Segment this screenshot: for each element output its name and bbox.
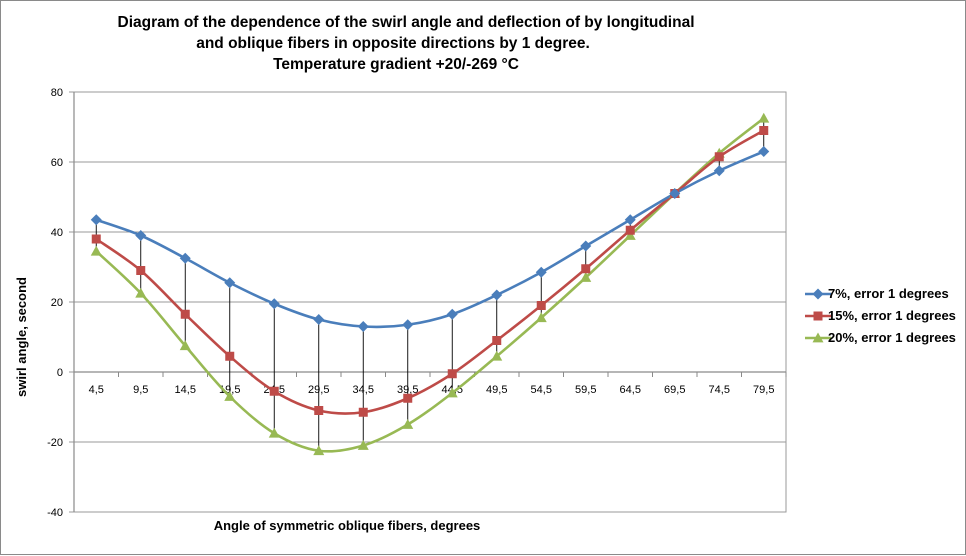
- legend: 7%, error 1 degrees 15%, error 1 degrees…: [805, 286, 956, 345]
- square-marker: [358, 407, 368, 417]
- x-axis-title: Angle of symmetric oblique fibers, degre…: [214, 518, 481, 533]
- diamond-marker: [135, 230, 147, 241]
- legend-label-20pct: 20%, error 1 degrees: [828, 330, 956, 345]
- legend-triangle-marker: [812, 332, 824, 343]
- triangle-marker: [179, 340, 191, 351]
- x-tick-label: 54,5: [531, 384, 552, 396]
- square-marker: [136, 266, 146, 275]
- triangle-marker: [313, 445, 325, 456]
- series-line: [95, 117, 765, 453]
- diamond-marker: [179, 252, 191, 264]
- y-tick-label: 80: [51, 87, 63, 99]
- y-tick-label: 40: [51, 227, 63, 239]
- series-line: [95, 129, 765, 415]
- triangle-marker: [580, 272, 592, 282]
- legend-square-marker: [813, 311, 823, 321]
- chart-title-line-1: Diagram of the dependence of the swirl a…: [118, 14, 695, 31]
- diamond-marker: [268, 298, 280, 310]
- diamond-marker: [580, 240, 592, 252]
- square-marker: [225, 351, 235, 361]
- y-tick-label: -40: [47, 507, 63, 519]
- x-tick-label: 69,5: [664, 384, 685, 396]
- diamond-marker: [491, 289, 503, 301]
- diamond-marker: [224, 277, 236, 289]
- triangle-marker: [268, 427, 280, 438]
- series-line: [95, 150, 765, 329]
- diamond-marker: [758, 146, 770, 157]
- square-marker: [269, 386, 279, 396]
- x-tick-label: 59,5: [575, 384, 596, 396]
- diamond-marker: [313, 314, 325, 325]
- diamond-marker: [357, 321, 369, 332]
- series-markers: [90, 112, 770, 456]
- y-tick-label: 60: [51, 157, 63, 169]
- triangle-marker: [357, 440, 369, 450]
- square-marker: [536, 301, 546, 310]
- diamond-marker: [624, 214, 636, 226]
- x-tick-label: 4,5: [89, 384, 104, 396]
- triangle-marker: [535, 312, 547, 323]
- legend-label-15pct: 15%, error 1 degrees: [828, 308, 956, 323]
- square-marker: [492, 336, 502, 345]
- y-axis-title: swirl angle, second: [14, 277, 29, 397]
- y-tick-label: 0: [57, 367, 63, 379]
- square-marker: [180, 309, 190, 319]
- square-marker: [447, 369, 457, 379]
- x-tick-label: 74,5: [709, 384, 730, 396]
- triangle-marker: [90, 245, 102, 256]
- triangle-marker: [491, 350, 503, 361]
- square-marker: [91, 234, 101, 244]
- gridlines: [69, 91, 787, 513]
- diamond-marker: [535, 266, 547, 278]
- legend-label-7pct: 7%, error 1 degrees: [828, 286, 949, 301]
- square-marker: [714, 152, 724, 162]
- diamond-marker: [669, 188, 681, 199]
- square-marker: [581, 264, 591, 274]
- square-marker: [403, 393, 413, 403]
- diamond-marker: [713, 165, 725, 177]
- y-tick-labels: -40 -20 0 20 40 60 80: [47, 87, 63, 519]
- y-tick-label: 20: [51, 297, 63, 309]
- square-marker: [625, 225, 635, 235]
- legend-item-7pct: 7%, error 1 degrees: [805, 286, 949, 301]
- triangle-marker: [446, 387, 458, 398]
- x-tick-label: 9,5: [133, 384, 148, 396]
- drop-lines: [95, 118, 765, 451]
- y-tick-label: -20: [47, 437, 63, 449]
- chart-title-line-2: and oblique fibers in opposite direction…: [196, 35, 590, 52]
- series-lines: [95, 117, 765, 453]
- x-tick-label: 79,5: [753, 384, 774, 396]
- diamond-marker: [90, 214, 102, 226]
- x-tick-label: 14,5: [175, 384, 196, 396]
- diamond-marker: [402, 319, 414, 331]
- diamond-marker: [446, 308, 458, 320]
- triangle-marker: [135, 287, 147, 298]
- x-tick-label: 64,5: [620, 384, 641, 396]
- square-marker: [759, 126, 769, 135]
- chart-title-line-3: Temperature gradient +20/-269 °C: [273, 56, 519, 73]
- triangle-marker: [224, 391, 236, 401]
- triangle-marker: [624, 230, 636, 240]
- square-marker: [314, 406, 324, 415]
- legend-diamond-marker: [812, 288, 824, 300]
- legend-item-20pct: 20%, error 1 degrees: [805, 330, 956, 345]
- triangle-marker: [758, 112, 770, 123]
- triangle-marker: [402, 419, 414, 429]
- legend-item-15pct: 15%, error 1 degrees: [805, 308, 956, 323]
- x-tick-label: 49,5: [486, 384, 507, 396]
- x-tick-labels: 4,59,514,519,524,529,534,539,544,549,554…: [89, 384, 775, 396]
